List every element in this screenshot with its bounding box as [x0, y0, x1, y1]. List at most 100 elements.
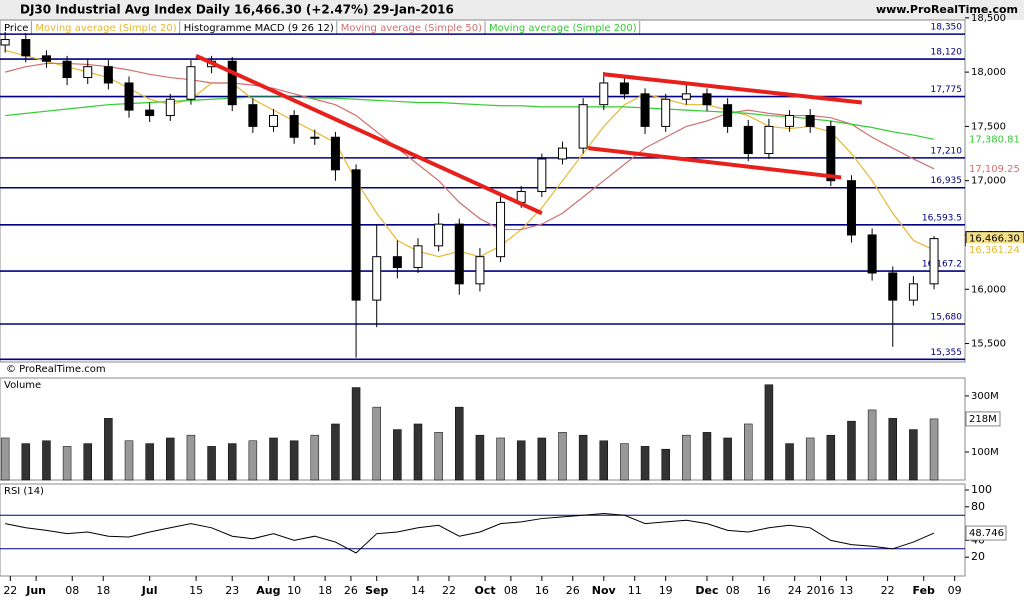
volume-bar — [455, 406, 464, 481]
level-label: 18,350 — [931, 23, 963, 33]
rsi-marker — [965, 525, 1007, 541]
candle-body — [475, 256, 485, 285]
volume-bar — [331, 423, 340, 481]
volume-bar — [434, 432, 443, 481]
volume-bar — [248, 440, 258, 481]
volume-bar — [929, 418, 939, 481]
price-marker-label: 16,361.24 — [969, 245, 1020, 256]
price-marker — [966, 132, 1024, 147]
volume-bar — [661, 448, 670, 481]
y-tick-label: 17,000 — [971, 176, 1006, 187]
candle-body — [764, 125, 774, 155]
candle-body — [330, 136, 340, 171]
volume-bar — [372, 406, 381, 481]
legend-entry: Price — [4, 23, 28, 34]
candle-body — [434, 223, 444, 247]
candle-body — [227, 60, 237, 106]
volume-bar — [104, 418, 113, 481]
candle-body — [867, 234, 877, 274]
y-tick-label: 18,000 — [971, 67, 1006, 78]
rsi-line — [5, 513, 935, 554]
volume-bar — [640, 446, 650, 481]
x-tick-label: Nov — [592, 584, 617, 597]
volume-bar — [909, 429, 918, 481]
price-marker-label: 17,109.25 — [969, 164, 1020, 175]
rsi-value-label: 48.746 — [969, 528, 1004, 539]
level-label: 17,775 — [931, 85, 963, 95]
volume-bar — [62, 446, 72, 481]
volume-bar — [393, 429, 402, 481]
y-tick-label: 80 — [971, 500, 985, 513]
price-marker — [966, 161, 1024, 176]
y-tick-label: 100M — [971, 447, 999, 458]
candle-body — [888, 272, 898, 301]
candle-body — [557, 147, 567, 160]
site: www.ProRealTime.com — [876, 3, 1018, 16]
x-tick-label: Jul — [141, 584, 158, 597]
y-tick-label: 100 — [971, 483, 992, 496]
volume-bar — [124, 440, 134, 481]
candle-body — [372, 256, 382, 301]
volume-bar — [83, 443, 92, 481]
x-tick-label: 23 — [225, 584, 239, 597]
x-tick-label: 09 — [948, 584, 962, 597]
volume-bar — [785, 443, 794, 481]
price-marker-label: 17,380.81 — [969, 134, 1020, 145]
candle-body — [310, 136, 320, 139]
y-tick-label: 16,000 — [971, 284, 1006, 295]
candle-body — [619, 82, 629, 95]
trendline — [603, 72, 863, 105]
candle-body — [103, 66, 113, 84]
x-tick-label: 22 — [881, 584, 895, 597]
candle-body — [0, 39, 10, 46]
level-label: 16,935 — [931, 176, 963, 186]
legend-entry: Moving average (Simple 20) — [35, 23, 176, 34]
candle-body — [269, 115, 279, 127]
volume-bar — [475, 434, 485, 481]
volume-bar — [888, 418, 898, 481]
legend-entry: Moving average (Simple 200) — [489, 23, 637, 34]
price-marker-label: 16,466.30 — [969, 234, 1020, 245]
candle-body — [186, 66, 196, 100]
candle-body — [289, 115, 299, 138]
x-tick-label: 24 — [788, 584, 802, 597]
candle-body — [702, 93, 712, 106]
legend-entry: Moving average (Simple 50) — [341, 23, 482, 34]
rsi-panel — [0, 483, 966, 577]
candle-body — [929, 238, 939, 285]
volume-bar — [496, 437, 505, 481]
volume-bar — [413, 423, 423, 481]
volume-bar — [186, 434, 196, 481]
x-tick-label: 16 — [535, 584, 549, 597]
volume-bar — [42, 440, 51, 481]
x-tick-label: Aug — [256, 584, 280, 597]
x-tick-label: Dec — [695, 584, 718, 597]
x-tick-label: 08 — [65, 584, 79, 597]
candle-body — [826, 125, 836, 182]
candle-body — [62, 60, 72, 79]
volume-bar — [351, 387, 361, 481]
level-label: 15,355 — [931, 348, 963, 358]
volume-bar — [620, 443, 629, 481]
x-tick-label: Feb — [913, 584, 936, 597]
x-tick-label: 15 — [189, 584, 203, 597]
trendline — [195, 54, 543, 216]
volume-bar — [558, 432, 567, 481]
level-label: 15,680 — [931, 313, 963, 323]
moving-average — [5, 49, 935, 258]
candle-body — [413, 245, 423, 269]
x-tick-label: 18 — [318, 584, 332, 597]
volume-bar — [702, 432, 712, 481]
x-tick-label: 26 — [344, 584, 358, 597]
volume-bar — [723, 437, 732, 481]
x-tick-label: 26 — [566, 584, 580, 597]
volume-bar — [227, 443, 237, 481]
candle-body — [248, 104, 258, 127]
candle-body — [599, 82, 609, 106]
trendline — [588, 146, 842, 180]
y-tick-label: 18,500 — [971, 13, 1006, 24]
x-tick-label: 14 — [411, 584, 425, 597]
x-tick-label: Oct — [475, 584, 496, 597]
candle-body — [165, 98, 175, 117]
candle-body — [392, 256, 402, 269]
